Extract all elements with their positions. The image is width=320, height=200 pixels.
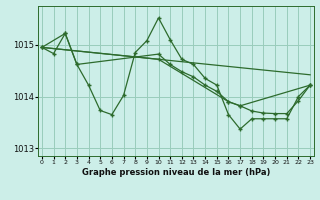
X-axis label: Graphe pression niveau de la mer (hPa): Graphe pression niveau de la mer (hPa) (82, 168, 270, 177)
